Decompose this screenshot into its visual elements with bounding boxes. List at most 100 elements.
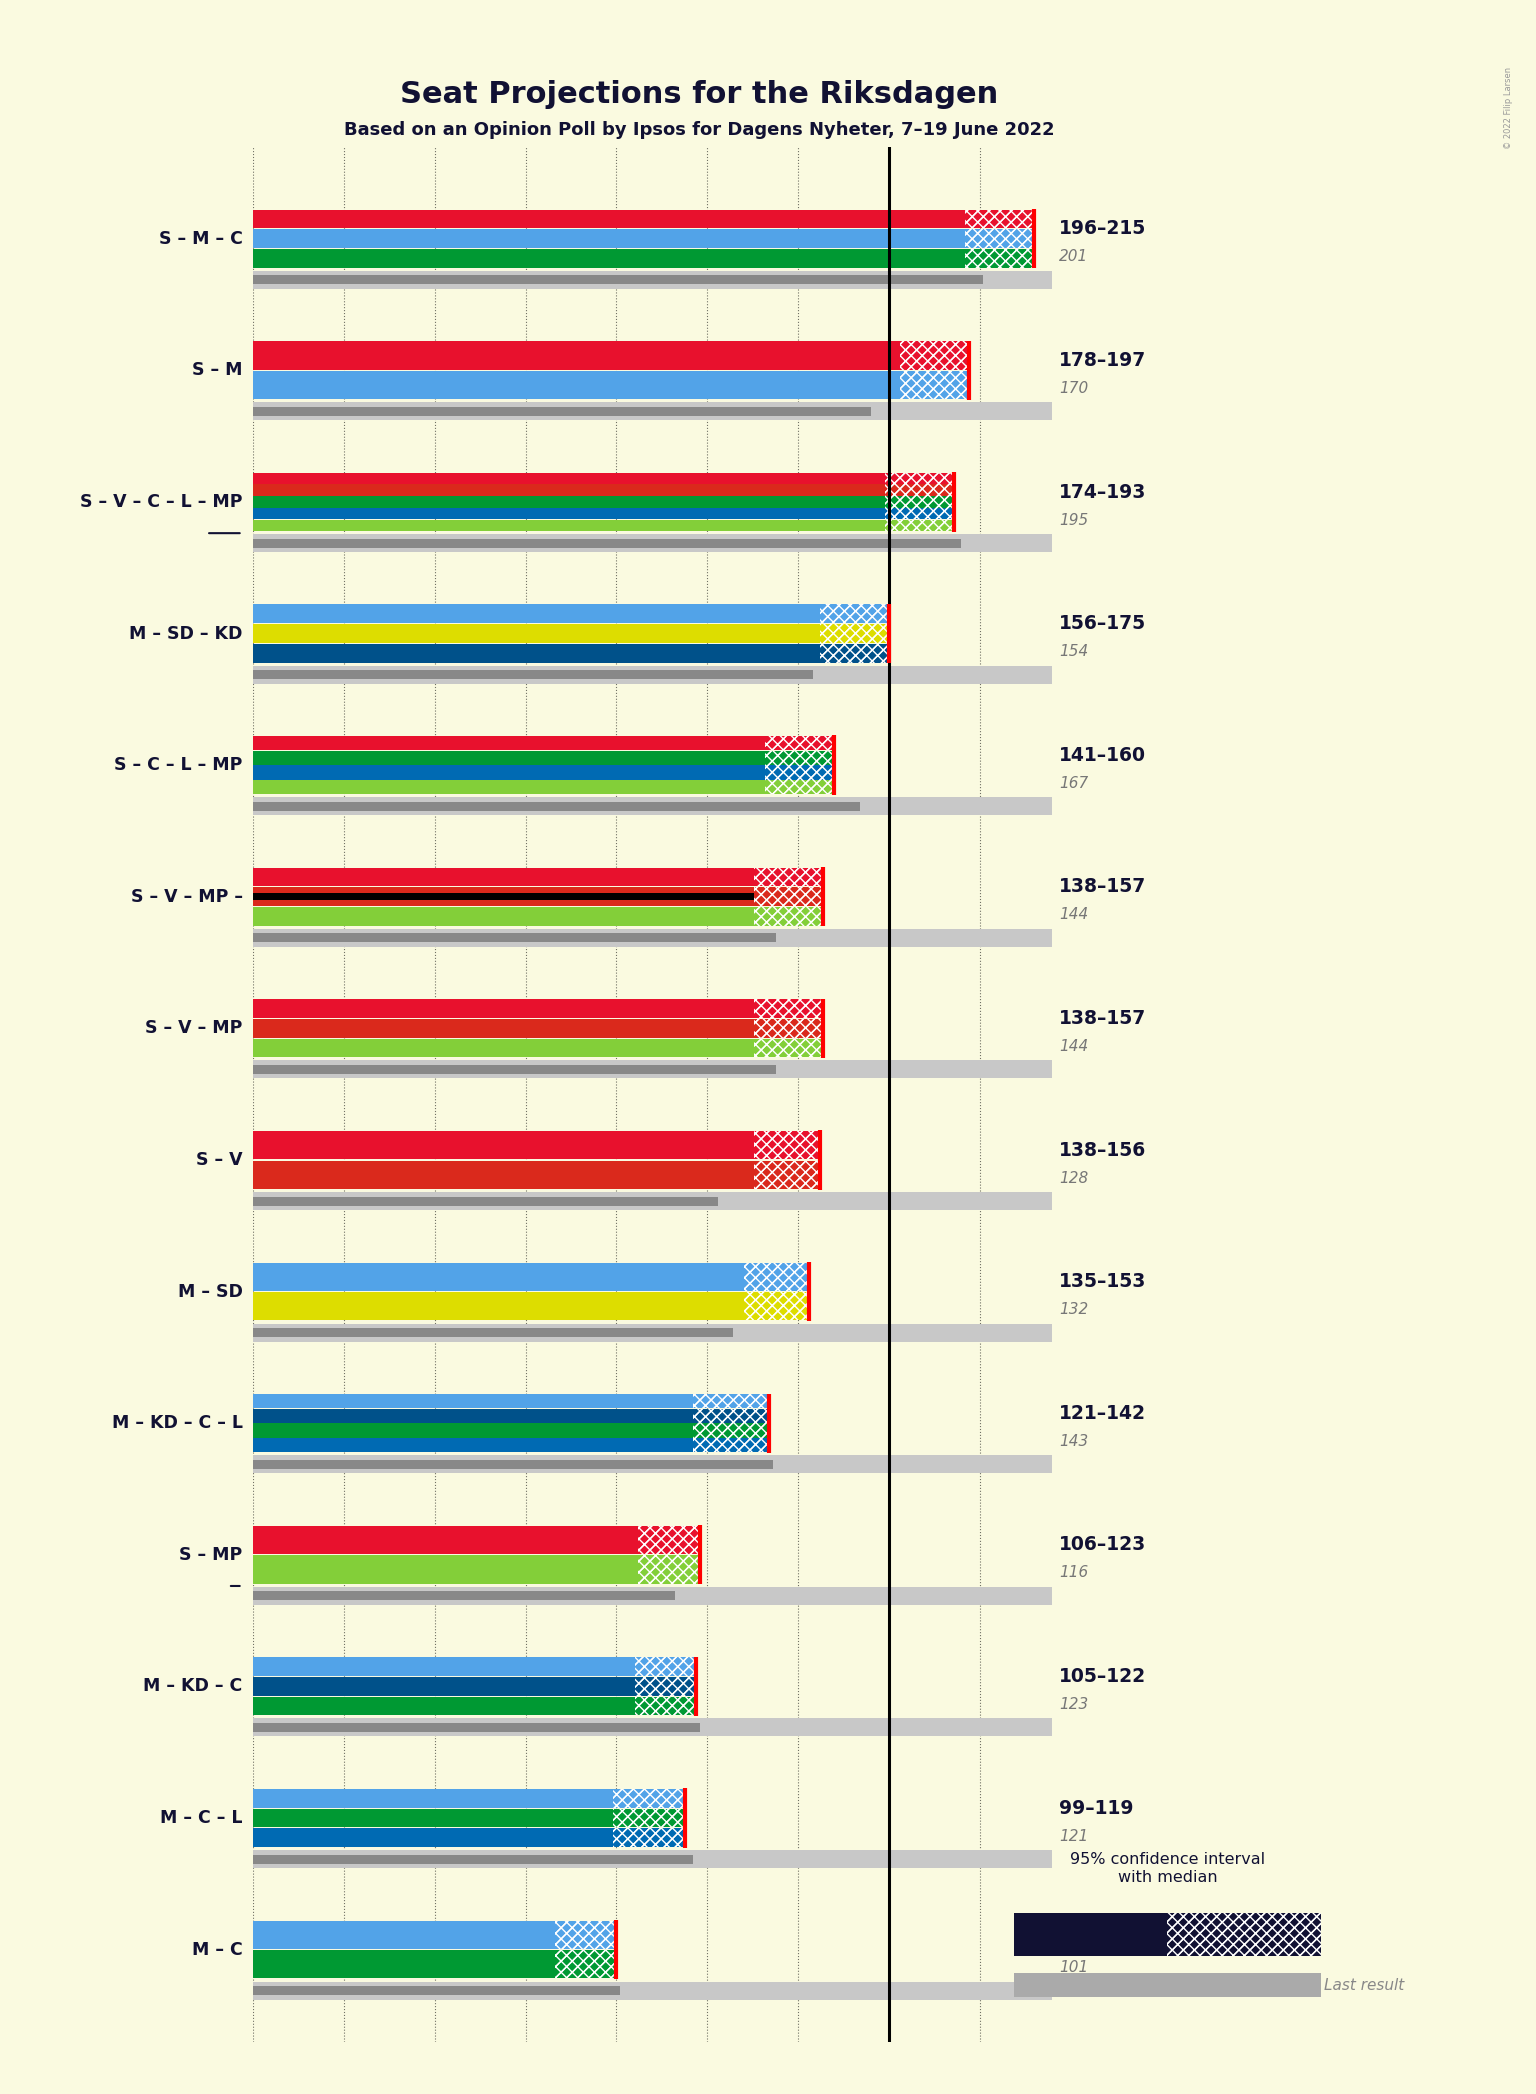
Text: © 2022 Filip Larsen: © 2022 Filip Larsen	[1504, 67, 1513, 149]
Bar	[634, 1656, 696, 1675]
Bar	[820, 643, 889, 662]
Bar	[253, 1556, 639, 1583]
Bar	[253, 1191, 1052, 1210]
Bar	[253, 534, 1052, 553]
Text: 116: 116	[1060, 1566, 1089, 1581]
Bar	[693, 1439, 770, 1453]
Text: 201: 201	[1060, 249, 1089, 264]
Bar	[253, 1855, 693, 1864]
Bar	[634, 1677, 696, 1696]
Bar	[253, 1460, 773, 1468]
Text: 121: 121	[1060, 1828, 1089, 1843]
Bar	[253, 249, 965, 268]
Text: 99–119: 99–119	[1060, 1799, 1134, 1818]
Bar	[965, 209, 1034, 228]
Bar	[253, 209, 965, 228]
Bar	[885, 509, 954, 519]
Bar	[885, 496, 954, 507]
Bar	[253, 496, 885, 507]
Bar	[820, 643, 889, 662]
Bar	[613, 1809, 685, 1828]
Bar	[754, 888, 823, 907]
Bar	[1167, 1914, 1321, 1956]
Bar	[693, 1395, 770, 1407]
Bar	[253, 538, 962, 547]
Bar	[754, 1039, 823, 1057]
Text: M – C – L: M – C – L	[160, 1809, 243, 1826]
Text: S – M: S – M	[192, 362, 243, 379]
Bar	[253, 1020, 754, 1039]
Bar	[1014, 1973, 1321, 1998]
Bar	[253, 1409, 693, 1422]
Bar	[613, 1809, 685, 1828]
Text: 144: 144	[1060, 907, 1089, 921]
Bar	[253, 643, 820, 662]
Bar	[754, 1020, 823, 1039]
Bar	[754, 867, 823, 886]
Bar	[965, 249, 1034, 268]
Bar	[639, 1527, 700, 1554]
Text: 195: 195	[1060, 513, 1089, 528]
Bar	[754, 1020, 823, 1039]
Bar	[900, 371, 969, 400]
Bar	[253, 1849, 1052, 1868]
Text: 170: 170	[1060, 381, 1089, 396]
Text: 121–142: 121–142	[1060, 1403, 1146, 1422]
Bar	[693, 1395, 770, 1407]
Bar	[693, 1439, 770, 1453]
Bar	[554, 1920, 616, 1950]
Bar	[554, 1920, 616, 1950]
Bar	[820, 643, 889, 662]
Bar	[765, 735, 834, 750]
Bar	[743, 1263, 809, 1290]
Bar	[743, 1263, 809, 1290]
Bar	[253, 1656, 634, 1675]
Bar	[253, 1828, 613, 1847]
Bar	[765, 735, 834, 750]
Bar	[253, 274, 983, 285]
Bar	[885, 473, 954, 484]
Bar	[965, 230, 1034, 247]
Bar	[693, 1409, 770, 1422]
Bar	[253, 1455, 1052, 1474]
Bar	[754, 888, 823, 907]
Bar	[253, 894, 754, 900]
Bar	[765, 766, 834, 779]
Bar	[253, 1328, 733, 1338]
Bar	[253, 270, 1052, 289]
Bar	[885, 509, 954, 519]
Bar	[253, 802, 860, 810]
Text: 101: 101	[1060, 1960, 1089, 1975]
Text: 138–157: 138–157	[1060, 1009, 1147, 1028]
Bar	[253, 1677, 634, 1696]
Bar	[253, 371, 900, 400]
Bar	[253, 406, 871, 417]
Bar	[820, 624, 889, 643]
Bar	[754, 907, 823, 926]
Bar	[253, 1039, 754, 1057]
Bar	[754, 1131, 820, 1160]
Text: 178–197: 178–197	[1060, 352, 1147, 371]
Bar	[253, 888, 754, 907]
Bar	[765, 750, 834, 764]
Text: 138–156: 138–156	[1060, 1141, 1147, 1160]
Text: 135–153: 135–153	[1060, 1273, 1147, 1292]
Bar	[754, 1160, 820, 1189]
Bar	[634, 1696, 696, 1715]
Bar	[253, 1292, 743, 1321]
Bar	[253, 999, 754, 1018]
Bar	[253, 605, 820, 624]
Text: S – V – MP: S – V – MP	[146, 1020, 243, 1037]
Bar	[1167, 1914, 1321, 1956]
Bar	[765, 750, 834, 764]
Bar	[693, 1424, 770, 1439]
Bar	[253, 798, 1052, 815]
Bar	[634, 1656, 696, 1675]
Bar	[253, 1788, 613, 1807]
Bar	[253, 341, 900, 369]
Bar	[253, 1131, 754, 1160]
Bar	[754, 867, 823, 886]
Bar	[754, 888, 823, 907]
Text: S – C – L – MP: S – C – L – MP	[114, 756, 243, 775]
Bar	[885, 484, 954, 496]
